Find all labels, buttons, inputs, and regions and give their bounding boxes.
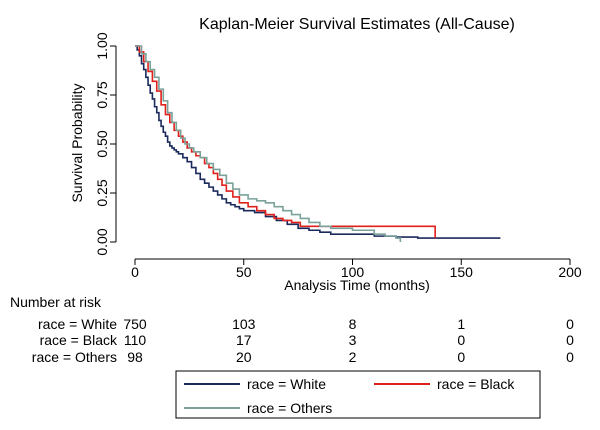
survival-curve-others [135, 45, 402, 242]
x-axis-label: Analysis Time (months) [284, 277, 429, 293]
risk-count: 3 [349, 332, 357, 348]
risk-count: 0 [566, 316, 574, 332]
legend-label: race = Black [437, 376, 515, 392]
x-tick-label: 100 [341, 264, 365, 280]
legend-label: race = White [247, 376, 326, 392]
y-tick-label: 1.00 [94, 32, 110, 59]
chart-title: Kaplan-Meier Survival Estimates (All-Cau… [199, 16, 515, 33]
x-tick-label: 0 [131, 264, 139, 280]
y-axis-label: Survival Probability [69, 83, 85, 202]
legend: race = White race = Black race = Others [175, 370, 541, 419]
legend-box [175, 370, 541, 419]
risk-count: 2 [349, 349, 357, 365]
risk-count: 0 [566, 332, 574, 348]
risk-row-label: race = Others [32, 349, 117, 365]
risk-table-title: Number at risk [10, 294, 102, 310]
y-tick-label: 0.50 [94, 130, 110, 157]
risk-count: 1 [457, 316, 465, 332]
risk-count: 20 [236, 349, 252, 365]
x-tick-label: 200 [558, 264, 582, 280]
risk-row-label: race = Black [40, 332, 118, 348]
risk-row-label: race = White [38, 316, 117, 332]
y-tick-label: 0.25 [94, 179, 110, 206]
x-tick-label: 150 [450, 264, 474, 280]
risk-count: 110 [124, 332, 147, 348]
y-tick-label: 0.00 [94, 228, 110, 255]
risk-count: 17 [236, 332, 252, 348]
x-axis-ticks: 0 50 100 150 200 [131, 259, 582, 280]
legend-label: race = Others [247, 400, 332, 416]
risk-count: 0 [457, 332, 465, 348]
risk-count: 0 [566, 349, 574, 365]
risk-count: 750 [123, 316, 147, 332]
survival-curves [135, 45, 501, 242]
y-tick-label: 0.75 [94, 81, 110, 108]
survival-curve-white [135, 45, 501, 239]
risk-count: 98 [127, 349, 143, 365]
risk-count: 103 [232, 316, 256, 332]
x-tick-label: 50 [236, 264, 252, 280]
risk-count: 0 [457, 349, 465, 365]
risk-count: 8 [349, 316, 357, 332]
survival-curve-black [135, 45, 436, 239]
y-axis-ticks: 0.00 0.25 0.50 0.75 1.00 [94, 32, 116, 256]
